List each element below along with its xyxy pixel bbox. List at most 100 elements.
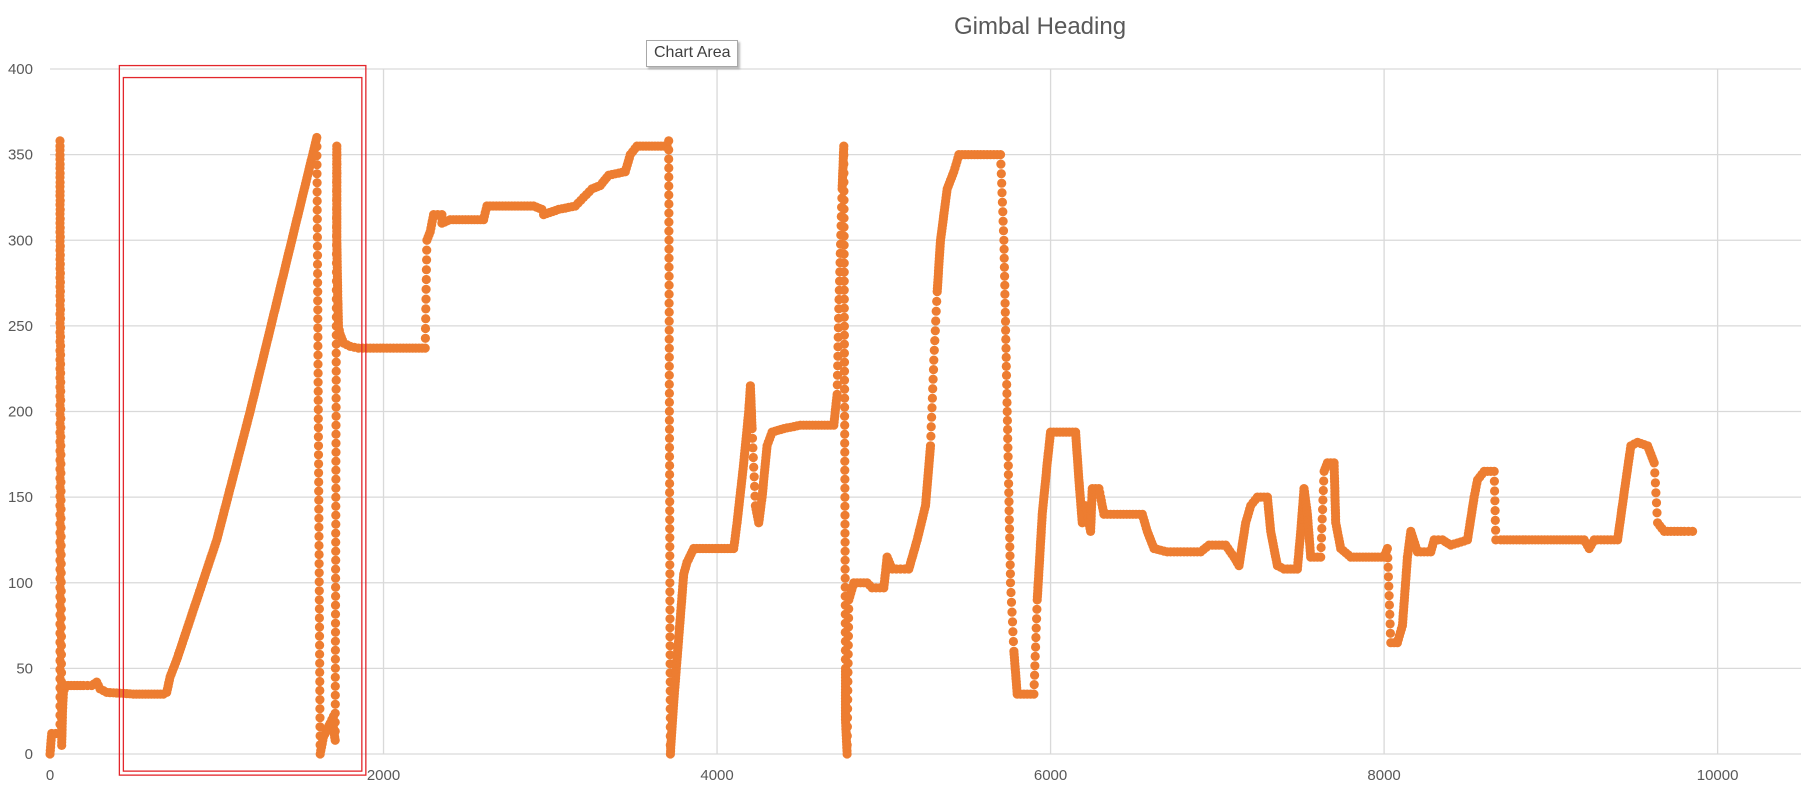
data-point[interactable] — [929, 355, 939, 365]
data-point[interactable] — [840, 510, 850, 520]
data-point[interactable] — [56, 650, 66, 660]
data-point[interactable] — [664, 163, 674, 173]
data-point[interactable] — [55, 177, 65, 187]
data-point[interactable] — [839, 348, 850, 358]
data-point[interactable] — [832, 370, 843, 380]
data-point[interactable] — [330, 672, 340, 682]
data-point[interactable] — [55, 277, 65, 287]
data-point[interactable] — [55, 268, 65, 278]
data-point[interactable] — [312, 196, 322, 206]
data-point[interactable] — [665, 497, 675, 507]
data-point[interactable] — [56, 559, 66, 569]
data-point[interactable] — [1002, 406, 1012, 417]
data-point[interactable] — [56, 659, 66, 669]
data-point[interactable] — [313, 278, 323, 288]
data-point[interactable] — [1005, 533, 1015, 543]
data-point[interactable] — [421, 274, 431, 285]
data-point[interactable] — [665, 632, 675, 642]
data-point[interactable] — [312, 250, 323, 260]
data-point[interactable] — [1491, 525, 1501, 535]
data-point[interactable] — [330, 636, 340, 646]
data-point[interactable] — [839, 312, 849, 322]
data-point[interactable] — [55, 150, 65, 160]
data-point[interactable] — [420, 333, 430, 343]
data-point[interactable] — [665, 542, 675, 552]
data-point[interactable] — [839, 321, 850, 331]
data-point[interactable] — [840, 384, 850, 394]
data-point[interactable] — [1003, 443, 1013, 453]
data-point[interactable] — [664, 172, 674, 182]
data-point[interactable] — [56, 541, 66, 551]
data-point[interactable] — [313, 323, 323, 333]
data-point[interactable] — [748, 443, 758, 453]
data-point[interactable] — [840, 483, 850, 493]
data-point[interactable] — [664, 388, 675, 398]
data-point[interactable] — [314, 622, 325, 632]
data-point[interactable] — [55, 141, 65, 151]
data-point[interactable] — [56, 468, 66, 478]
data-point[interactable] — [314, 540, 324, 551]
data-point[interactable] — [55, 314, 66, 324]
data-point[interactable] — [1032, 614, 1042, 624]
data-point[interactable] — [1002, 397, 1012, 408]
data-point[interactable] — [1385, 609, 1395, 620]
data-point[interactable] — [331, 357, 341, 367]
data-point[interactable] — [56, 577, 66, 587]
data-point[interactable] — [315, 640, 325, 650]
data-point[interactable] — [925, 441, 936, 451]
data-point[interactable] — [664, 136, 674, 146]
data-point[interactable] — [1005, 569, 1016, 579]
data-point[interactable] — [843, 695, 853, 705]
data-point[interactable] — [1318, 504, 1328, 515]
data-point[interactable] — [931, 306, 941, 316]
data-point[interactable] — [999, 235, 1009, 245]
data-point[interactable] — [664, 424, 675, 434]
data-point[interactable] — [314, 477, 324, 487]
data-point[interactable] — [312, 169, 322, 179]
data-point[interactable] — [665, 487, 675, 498]
data-point[interactable] — [313, 404, 323, 415]
data-point[interactable] — [664, 280, 674, 290]
data-point[interactable] — [664, 343, 674, 353]
data-point[interactable] — [56, 604, 66, 614]
data-point[interactable] — [312, 142, 322, 152]
data-point[interactable] — [312, 132, 322, 143]
data-point[interactable] — [930, 336, 940, 346]
data-point[interactable] — [56, 495, 66, 505]
data-point[interactable] — [840, 492, 850, 502]
data-point[interactable] — [56, 622, 66, 633]
data-point[interactable] — [331, 429, 341, 439]
data-point[interactable] — [330, 618, 341, 628]
data-point[interactable] — [832, 380, 842, 390]
data-point[interactable] — [56, 404, 66, 414]
data-point[interactable] — [665, 578, 675, 588]
data-point[interactable] — [998, 226, 1009, 236]
data-point[interactable] — [55, 259, 65, 269]
data-point[interactable] — [839, 294, 849, 304]
data-point[interactable] — [932, 296, 942, 306]
data-point[interactable] — [665, 587, 675, 597]
data-point[interactable] — [313, 332, 323, 342]
data-point[interactable] — [1001, 370, 1012, 380]
data-point[interactable] — [312, 160, 322, 170]
data-point[interactable] — [1003, 433, 1013, 444]
data-point[interactable] — [331, 438, 341, 448]
data-point[interactable] — [664, 271, 674, 281]
data-point[interactable] — [331, 573, 341, 583]
data-point[interactable] — [664, 253, 674, 263]
data-point[interactable] — [330, 717, 340, 727]
data-point[interactable] — [840, 420, 850, 430]
data-point[interactable] — [56, 423, 66, 433]
data-point[interactable] — [56, 368, 66, 378]
data-point[interactable] — [313, 350, 323, 360]
data-point[interactable] — [665, 605, 675, 615]
data-point[interactable] — [313, 368, 323, 378]
data-point[interactable] — [843, 704, 853, 714]
data-point[interactable] — [840, 447, 850, 457]
data-point[interactable] — [840, 429, 850, 439]
data-point[interactable] — [839, 195, 849, 205]
data-point[interactable] — [1383, 553, 1393, 563]
data-point[interactable] — [840, 528, 850, 538]
data-point[interactable] — [56, 341, 66, 351]
data-point[interactable] — [999, 244, 1009, 254]
